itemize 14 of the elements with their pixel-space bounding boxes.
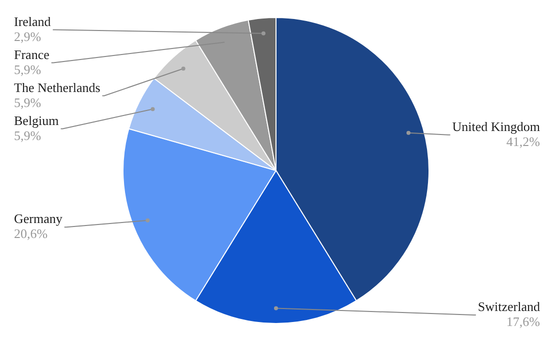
data-label: 41,2%	[506, 134, 540, 149]
slice-label: Germany	[14, 211, 63, 226]
slice-label: United Kingdom	[452, 118, 540, 134]
slice-label: France	[14, 46, 50, 62]
data-label: 17,6%	[506, 314, 540, 329]
data-label: 5,9%	[14, 62, 42, 77]
slice-label: Belgium	[14, 112, 59, 128]
data-label: 2,9%	[14, 28, 42, 44]
data-label: 5,9%	[14, 128, 42, 143]
slice-label: Ireland	[14, 14, 52, 29]
slice-label: Switzerland	[478, 299, 540, 314]
slice-label: The Netherlands	[14, 80, 100, 95]
data-label: 20,6%	[14, 226, 48, 242]
data-label: 5,9%	[14, 94, 42, 110]
